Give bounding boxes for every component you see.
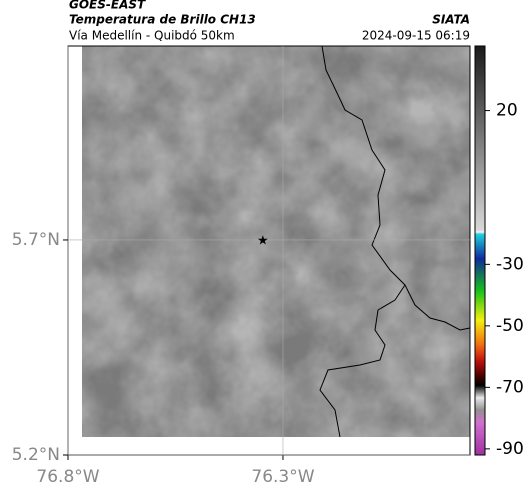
timestamp: 2024-09-15 06:19 <box>362 29 470 43</box>
x-tick-label: 76.3°W <box>251 467 314 487</box>
colorbar-tick-label: 20 <box>496 101 518 121</box>
y-tick-label: 5.2°N <box>12 445 60 465</box>
colorbar-tick-label: -30 <box>496 254 524 274</box>
x-tick-label: 76.8°W <box>36 467 99 487</box>
colorbar <box>474 45 486 456</box>
y-tick-label: 5.7°N <box>12 230 60 250</box>
agency: SIATA <box>432 13 470 27</box>
cloud-texture <box>82 46 470 437</box>
colorbar-tick-label: -70 <box>496 377 524 397</box>
border <box>319 45 406 438</box>
colorbar-tick-label: -50 <box>496 316 524 336</box>
source-title: GOES-EAST <box>69 0 146 12</box>
region: Vía Medellín - Quibdó 50km <box>69 29 235 43</box>
border <box>404 284 471 331</box>
colorbar-tick-label: -90 <box>496 439 524 459</box>
station-marker: ★ <box>257 233 269 248</box>
product-title: Temperatura de Brillo CH13 <box>69 13 256 27</box>
